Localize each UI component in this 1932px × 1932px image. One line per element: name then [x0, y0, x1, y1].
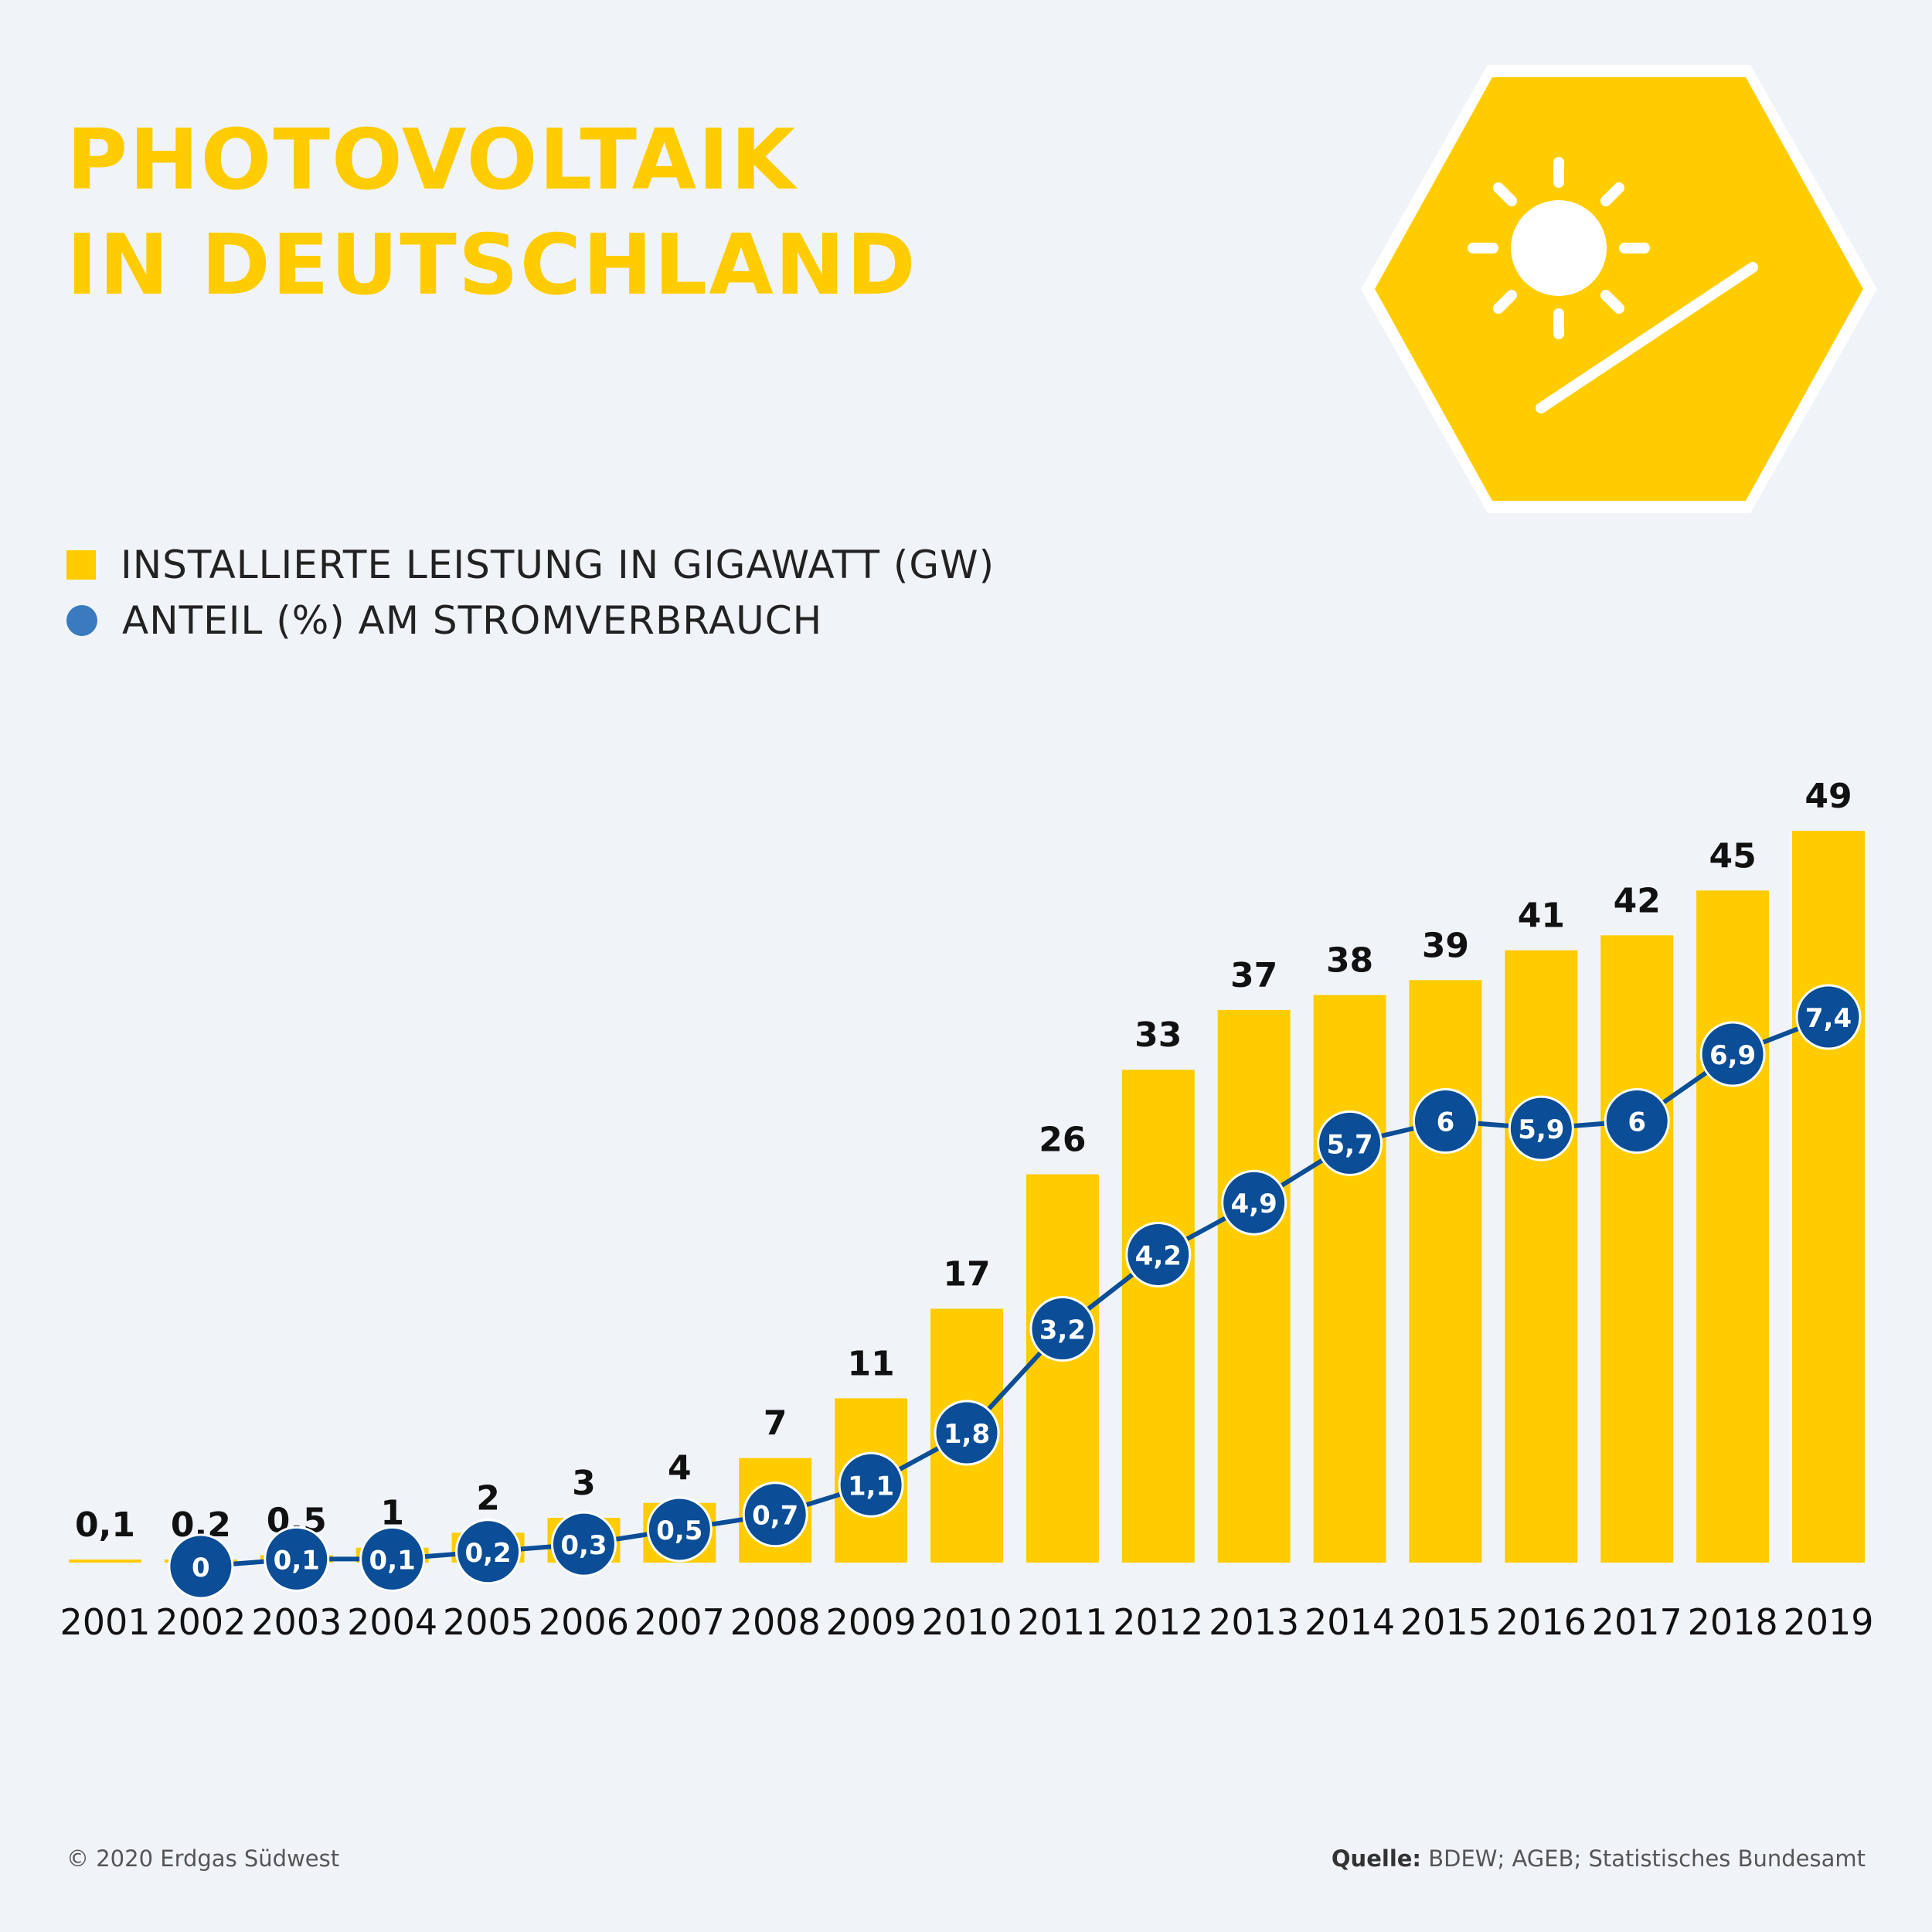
bar-2012: [1121, 1070, 1195, 1563]
legend-item-bars: INSTALLIERTE LEISTUNG IN GIGAWATT (GW): [66, 537, 995, 593]
share-point-2015: [1412, 1088, 1478, 1155]
share-point-2014: [1317, 1110, 1383, 1176]
share-point-label-2010: 1,8: [944, 1419, 990, 1450]
bar-2017: [1600, 935, 1674, 1563]
bar-value-label-2006: 3: [572, 1464, 596, 1503]
x-tick-label-2015: 2015: [1400, 1601, 1491, 1643]
share-point-label-2008: 0,7: [752, 1501, 798, 1532]
x-tick-label-2016: 2016: [1496, 1601, 1587, 1643]
x-tick-label-2019: 2019: [1783, 1601, 1873, 1643]
share-point-2005: [455, 1519, 522, 1585]
share-point-label-2011: 3,2: [1039, 1315, 1086, 1346]
x-tick-label-2008: 2008: [730, 1601, 821, 1643]
bar-2018: [1696, 890, 1770, 1563]
share-point-label-2003: 0,1: [274, 1545, 320, 1576]
share-point-label-2013: 4,9: [1231, 1189, 1277, 1219]
legend-label-bars: INSTALLIERTE LEISTUNG IN GIGAWATT (GW): [121, 543, 995, 587]
legend-label-line: ANTEIL (%) AM STROMVERBRAUCH: [122, 598, 823, 643]
share-point-label-2009: 1,1: [848, 1471, 894, 1502]
legend: INSTALLIERTE LEISTUNG IN GIGAWATT (GW) A…: [66, 537, 995, 648]
share-point-2008: [742, 1481, 808, 1548]
bar-value-label-2015: 39: [1422, 926, 1469, 965]
bar-2014: [1313, 995, 1386, 1563]
legend-swatch-bars: [66, 550, 96, 580]
bar-value-label-2010: 17: [943, 1254, 990, 1294]
bar-2019: [1792, 831, 1865, 1563]
share-point-label-2005: 0,2: [464, 1538, 511, 1569]
share-point-2002: [168, 1533, 234, 1600]
x-tick-label-2003: 2003: [251, 1601, 342, 1643]
bar-2015: [1409, 980, 1482, 1563]
x-tick-label-2014: 2014: [1304, 1601, 1395, 1643]
share-point-2010: [934, 1400, 1000, 1466]
bar-2016: [1505, 950, 1578, 1563]
sun-icon: [1511, 200, 1607, 296]
bar-value-label-2009: 11: [847, 1344, 894, 1383]
share-point-2007: [646, 1496, 713, 1563]
x-tick-label-2012: 2012: [1113, 1601, 1203, 1643]
share-point-label-2016: 5,9: [1518, 1114, 1564, 1145]
sun-solar-panel-icon: [1361, 65, 1877, 513]
bar-2001: [69, 1560, 141, 1563]
share-point-label-2014: 5,7: [1326, 1129, 1372, 1160]
share-point-2003: [264, 1526, 330, 1592]
bar-value-label-2008: 7: [764, 1404, 787, 1444]
x-tick-label-2007: 2007: [634, 1601, 725, 1643]
share-point-label-2018: 6,9: [1709, 1040, 1756, 1071]
bar-2011: [1026, 1174, 1099, 1563]
bar-value-label-2007: 4: [668, 1449, 692, 1488]
source-label: Quelle:: [1331, 1845, 1422, 1872]
share-point-label-2007: 0,5: [656, 1515, 702, 1546]
share-point-2011: [1029, 1296, 1096, 1362]
bar-2013: [1217, 1009, 1291, 1563]
bar-value-label-2001: 0,1: [75, 1505, 135, 1545]
bar-value-label-2011: 26: [1039, 1121, 1086, 1160]
share-point-label-2012: 4,2: [1135, 1240, 1182, 1271]
bar-value-label-2014: 38: [1326, 941, 1373, 981]
bar-value-label-2005: 2: [476, 1478, 500, 1518]
page-title: PHOTOVOLTAIK IN DEUTSCHLAND: [66, 108, 917, 318]
source-text: BDEW; AGEB; Statistisches Bundesamt: [1421, 1845, 1866, 1872]
source-note: Quelle: BDEW; AGEB; Statistisches Bundes…: [1332, 1845, 1866, 1872]
share-point-2013: [1221, 1169, 1287, 1236]
bar-value-label-2017: 42: [1614, 881, 1661, 920]
share-point-2009: [838, 1451, 904, 1518]
x-tick-label-2005: 2005: [443, 1601, 533, 1643]
copyright: © 2020 Erdgas Südwest: [66, 1845, 340, 1872]
share-point-2012: [1125, 1221, 1192, 1287]
share-point-2018: [1699, 1021, 1766, 1087]
share-line: [200, 1015, 1830, 1569]
title-line-2: IN DEUTSCHLAND: [66, 217, 917, 314]
bar-value-label-2012: 33: [1134, 1015, 1182, 1055]
x-tick-label-2004: 2004: [347, 1601, 437, 1643]
share-point-label-2006: 0,3: [560, 1530, 607, 1561]
bar-value-label-2018: 45: [1709, 836, 1756, 876]
x-tick-label-2002: 2002: [155, 1601, 246, 1643]
bar-value-label-2013: 37: [1230, 956, 1277, 995]
title-line-1: PHOTOVOLTAIK: [66, 112, 798, 209]
share-point-2016: [1508, 1095, 1574, 1162]
x-tick-label-2010: 2010: [921, 1601, 1012, 1643]
legend-item-line: ANTEIL (%) AM STROMVERBRAUCH: [66, 593, 995, 648]
bar-value-label-2019: 49: [1804, 777, 1852, 816]
x-tick-label-2001: 2001: [60, 1601, 150, 1643]
x-tick-label-2009: 2009: [826, 1601, 917, 1643]
share-point-2006: [550, 1511, 617, 1577]
x-tick-label-2006: 2006: [539, 1601, 629, 1643]
legend-swatch-line: [66, 605, 97, 636]
share-point-label-2019: 7,4: [1805, 1003, 1852, 1034]
x-tick-label-2018: 2018: [1688, 1601, 1778, 1643]
share-point-2019: [1795, 984, 1862, 1050]
x-tick-label-2013: 2013: [1209, 1601, 1299, 1643]
share-point-2004: [359, 1526, 426, 1592]
share-point-label-2004: 0,1: [369, 1545, 416, 1576]
share-point-label-2002: 0: [192, 1553, 210, 1583]
share-point-label-2015: 6: [1437, 1107, 1455, 1138]
bar-value-label-2016: 41: [1518, 896, 1565, 936]
x-tick-label-2011: 2011: [1017, 1601, 1107, 1643]
share-point-2017: [1604, 1088, 1670, 1155]
share-point-label-2017: 6: [1628, 1107, 1646, 1138]
x-tick-label-2017: 2017: [1592, 1601, 1682, 1643]
